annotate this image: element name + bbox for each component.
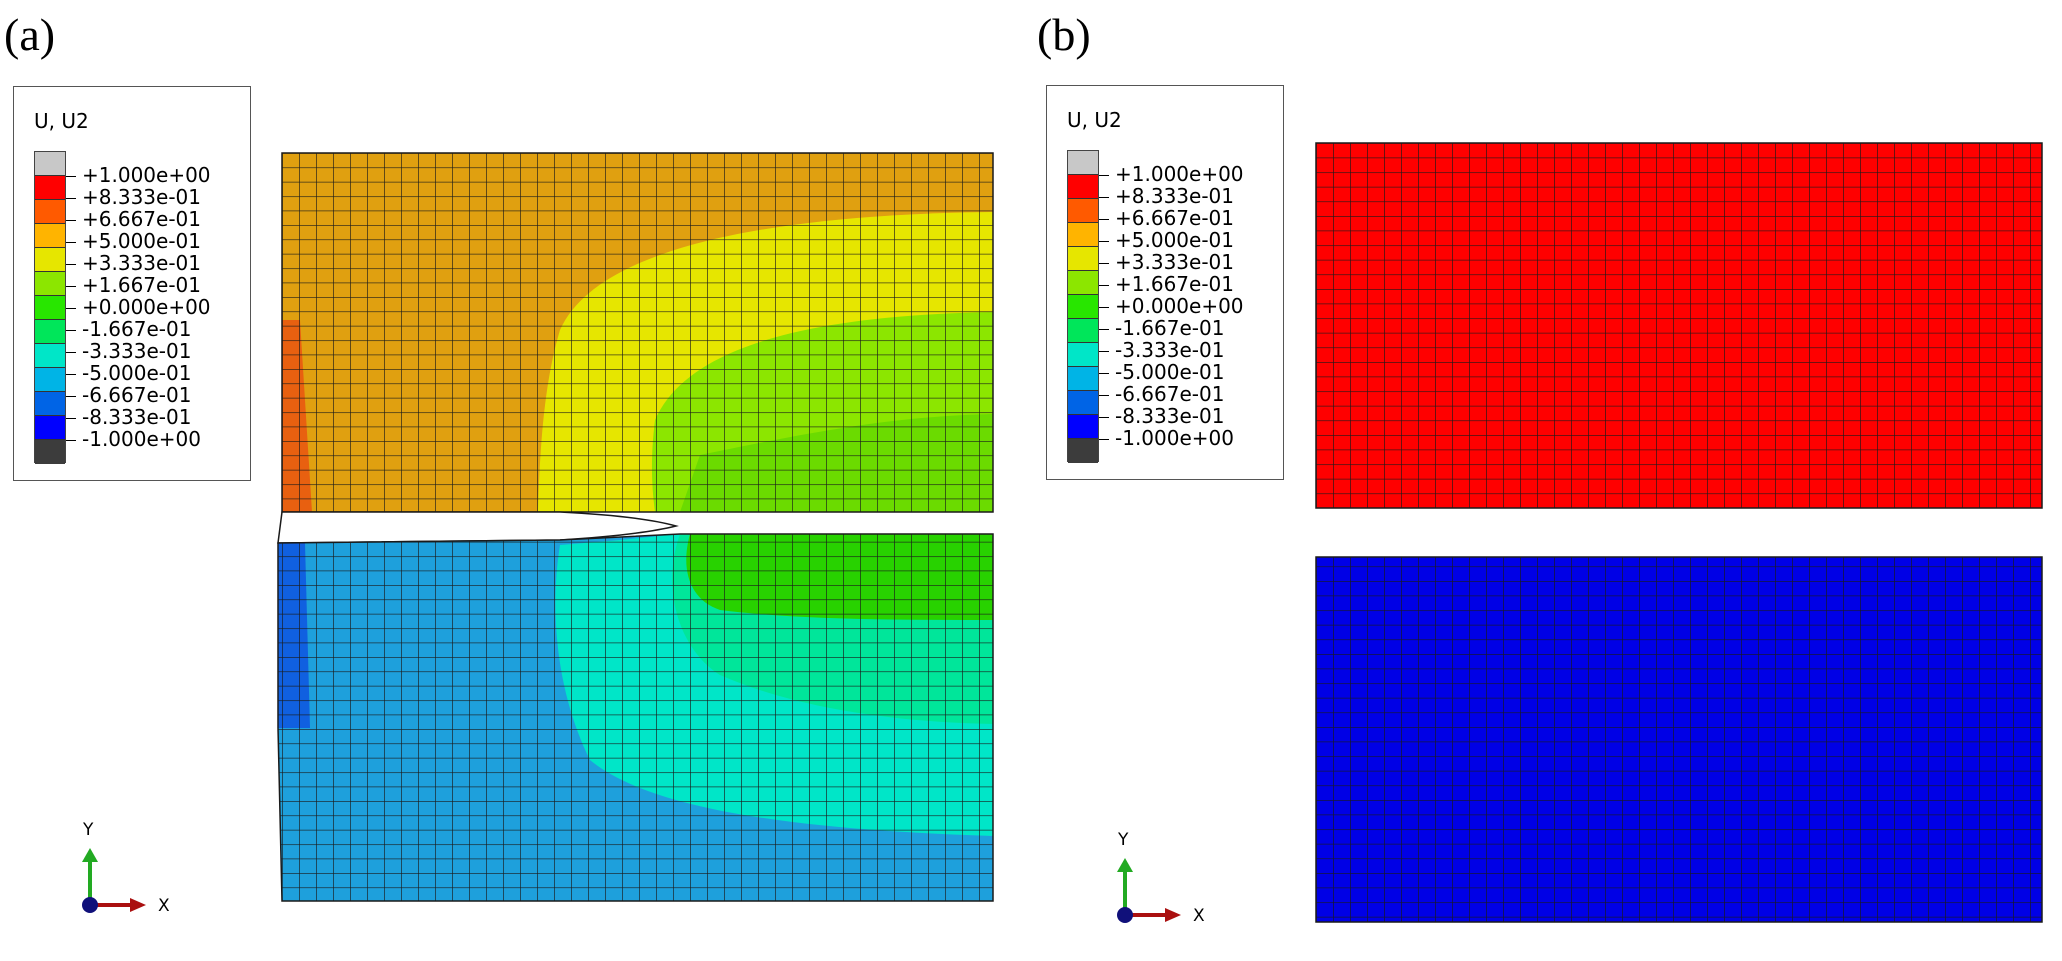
upper-body-b — [1315, 142, 2043, 509]
legend-level-label: +1.000e+00 — [66, 164, 211, 186]
legend-swatch — [1068, 319, 1098, 343]
legend-swatch — [35, 152, 65, 176]
coordinate-triad: Y X — [1117, 830, 1205, 926]
y-axis-label: Y — [1117, 830, 1129, 850]
panel-a: (a) — [0, 0, 1031, 961]
legend-level-label: -5.000e-01 — [66, 362, 191, 384]
legend-swatch — [1068, 151, 1098, 175]
legend-level-label: -1.667e-01 — [1099, 317, 1224, 339]
legend-level-label: -6.667e-01 — [66, 384, 191, 406]
legend-swatch — [1068, 247, 1098, 271]
legend-level-label: +6.667e-01 — [1099, 207, 1234, 229]
legend-swatch — [35, 296, 65, 320]
legend-swatch — [1068, 391, 1098, 415]
legend-swatch — [35, 368, 65, 392]
legend: U, U2 +1.000e+00 +8.333e-01 +6.667e-01 +5.0… — [13, 86, 251, 481]
legend-swatch — [35, 176, 65, 200]
legend-level-label: +8.333e-01 — [1099, 185, 1234, 207]
legend-level-label: -5.000e-01 — [1099, 361, 1224, 383]
legend-swatch — [35, 416, 65, 440]
panel-label: (b) — [1037, 9, 1091, 60]
panel-label: (a) — [4, 9, 56, 60]
legend-level-label: +6.667e-01 — [66, 208, 201, 230]
legend-title: U, U2 — [1067, 108, 1122, 132]
legend-swatch — [35, 320, 65, 344]
legend-swatch — [1068, 367, 1098, 391]
legend-swatch — [1068, 439, 1098, 463]
legend-swatch — [35, 272, 65, 296]
legend-level-label: -3.333e-01 — [66, 340, 191, 362]
legend-level-label: +1.667e-01 — [66, 274, 201, 296]
legend-color-bar — [34, 151, 66, 464]
legend-level-label: -1.667e-01 — [66, 318, 191, 340]
legend-swatch — [1068, 175, 1098, 199]
legend-swatch — [35, 224, 65, 248]
legend-title: U, U2 — [34, 109, 89, 133]
legend-swatch — [1068, 199, 1098, 223]
legend-level-label: +1.000e+00 — [1099, 163, 1244, 185]
upper-body-a — [282, 153, 993, 512]
legend-swatch — [35, 440, 65, 464]
legend-level-label: +0.000e+00 — [1099, 295, 1244, 317]
legend-swatch — [1068, 271, 1098, 295]
legend-swatch — [1068, 295, 1098, 319]
legend-swatch — [1068, 343, 1098, 367]
legend-level-label: -3.333e-01 — [1099, 339, 1224, 361]
legend: U, U2 +1.000e+00 +8.333e-01 +6.667e-01 +5.0… — [1046, 85, 1284, 480]
coordinate-triad: Y X — [82, 820, 170, 916]
legend-level-label: +8.333e-01 — [66, 186, 201, 208]
legend-swatch — [35, 200, 65, 224]
lower-body-b — [1315, 556, 2043, 923]
legend-swatch — [35, 248, 65, 272]
y-axis-label: Y — [82, 820, 94, 840]
legend-level-label: -1.000e+00 — [1099, 427, 1234, 449]
panel-b: (b) Y X U, U2 +1.000e+0 — [1031, 0, 2062, 961]
legend-level-label: +3.333e-01 — [66, 252, 201, 274]
x-axis-label: X — [158, 896, 170, 916]
legend-swatch — [35, 392, 65, 416]
legend-level-label: -8.333e-01 — [1099, 405, 1224, 427]
contour-plot-b: Y X — [1117, 142, 2043, 926]
legend-color-bar — [1067, 150, 1099, 463]
x-axis-label: X — [1193, 906, 1205, 926]
legend-swatch — [1068, 223, 1098, 247]
legend-level-label: +0.000e+00 — [66, 296, 211, 318]
legend-swatch — [35, 344, 65, 368]
legend-level-label: -1.000e+00 — [66, 428, 201, 450]
legend-level-label: -8.333e-01 — [66, 406, 191, 428]
legend-level-label: -6.667e-01 — [1099, 383, 1224, 405]
legend-swatch — [1068, 415, 1098, 439]
legend-level-label: +1.667e-01 — [1099, 273, 1234, 295]
legend-level-label: +5.000e-01 — [66, 230, 201, 252]
contour-plot-a: Y X — [82, 152, 994, 916]
legend-level-label: +3.333e-01 — [1099, 251, 1234, 273]
lower-body-a — [278, 534, 993, 901]
legend-level-label: +5.000e-01 — [1099, 229, 1234, 251]
